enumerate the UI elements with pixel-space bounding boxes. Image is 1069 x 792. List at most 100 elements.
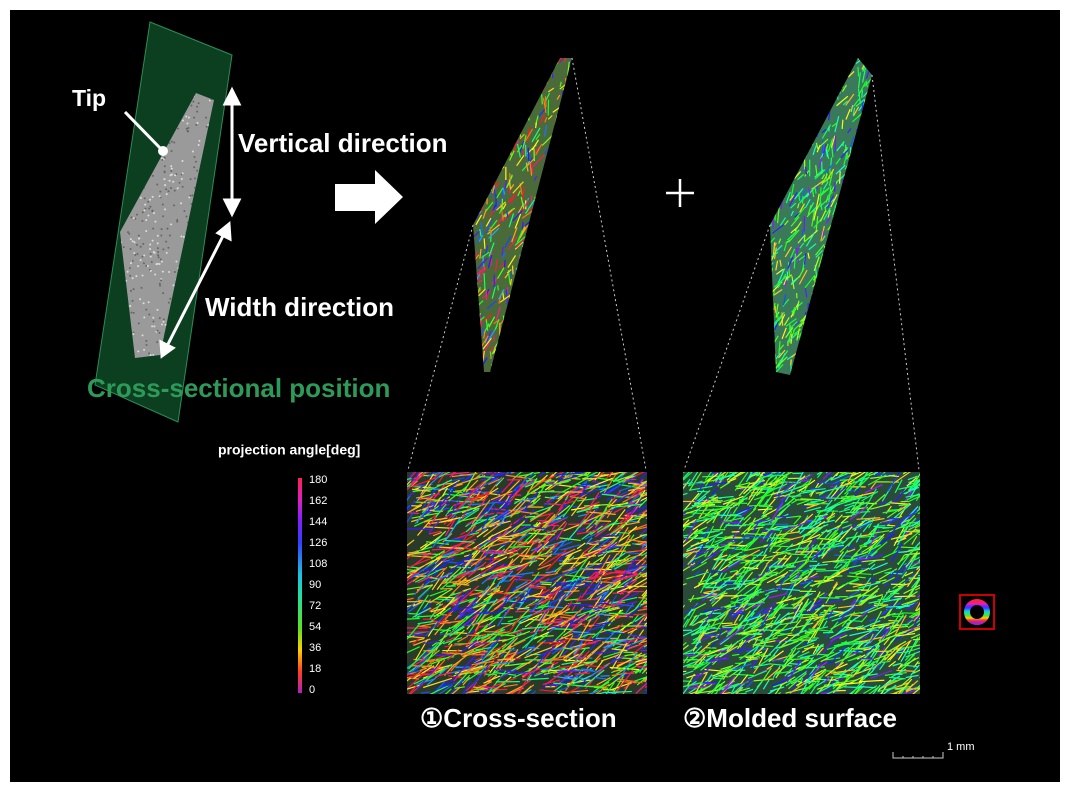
- speckle: [131, 240, 134, 243]
- fiber: [543, 539, 567, 548]
- fiber: [906, 477, 918, 487]
- fiber: [477, 279, 483, 284]
- fiber: [515, 578, 546, 583]
- fiber: [606, 492, 619, 502]
- fiber: [512, 181, 524, 194]
- fiber: [605, 690, 632, 694]
- fiber: [422, 677, 453, 689]
- fiber: [892, 472, 911, 485]
- fiber: [861, 67, 867, 83]
- fiber: [483, 273, 486, 290]
- fiber: [505, 578, 516, 592]
- fiber: [809, 202, 815, 210]
- fiber: [524, 515, 536, 518]
- fiber: [509, 545, 532, 548]
- fiber: [867, 659, 879, 669]
- fiber: [451, 472, 478, 478]
- fiber: [827, 521, 844, 540]
- fiber: [898, 551, 908, 553]
- fiber: [474, 549, 487, 566]
- speckle: [149, 252, 152, 255]
- fiber: [640, 640, 647, 644]
- fiber: [891, 543, 903, 562]
- fiber: [778, 640, 799, 649]
- fiber: [488, 533, 502, 546]
- fiber: [894, 483, 909, 503]
- fiber: [731, 599, 749, 616]
- fiber: [622, 487, 646, 498]
- fiber: [521, 635, 538, 649]
- speckle: [183, 210, 186, 213]
- fiber: [746, 487, 761, 506]
- speckle: [152, 227, 155, 230]
- fiber: [630, 642, 647, 657]
- fiber: [739, 674, 749, 686]
- fiber: [449, 472, 457, 478]
- fiber: [632, 564, 646, 574]
- speckle: [139, 196, 142, 199]
- fiber: [544, 479, 559, 491]
- fiber: [819, 210, 827, 222]
- speckle: [168, 234, 171, 237]
- fiber: [471, 572, 492, 582]
- fiber: [609, 666, 640, 671]
- speckle: [151, 325, 154, 328]
- fiber: [689, 614, 697, 626]
- fiber: [831, 535, 841, 546]
- fiber: [508, 614, 522, 634]
- fiber: [483, 314, 492, 322]
- fiber: [860, 603, 882, 615]
- fiber: [480, 492, 490, 507]
- fiber: [795, 601, 809, 623]
- speckle: [162, 320, 165, 323]
- fiber: [527, 157, 535, 166]
- fiber: [832, 474, 853, 485]
- speckle: [136, 252, 139, 255]
- fiber: [830, 618, 851, 630]
- fiber: [568, 613, 590, 635]
- speckle: [145, 264, 148, 267]
- fiber: [780, 201, 783, 210]
- fiber: [449, 626, 465, 637]
- fiber: [891, 545, 899, 555]
- fiber: [790, 619, 802, 632]
- fiber: [498, 515, 507, 527]
- fiber: [683, 528, 699, 544]
- fiber: [579, 591, 602, 595]
- fiber: [708, 622, 721, 628]
- fiber: [509, 552, 519, 559]
- fiber: [414, 506, 430, 525]
- fiber: [835, 472, 840, 477]
- fiber: [407, 677, 419, 680]
- fiber: [492, 671, 516, 676]
- fiber: [785, 543, 794, 551]
- fiber: [575, 685, 605, 688]
- fiber: [616, 535, 631, 556]
- plus-sign: [666, 179, 694, 207]
- fiber: [612, 612, 624, 615]
- fiber: [494, 259, 498, 272]
- fiber: [584, 669, 605, 687]
- fiber: [777, 207, 780, 224]
- fiber: [620, 555, 638, 581]
- fiber: [510, 497, 529, 518]
- fiber: [595, 691, 607, 694]
- fiber: [788, 321, 798, 330]
- fiber: [516, 154, 525, 167]
- speckle: [162, 248, 165, 251]
- fiber: [711, 487, 719, 495]
- speckle: [170, 140, 173, 143]
- fiber: [424, 517, 448, 523]
- fiber: [897, 663, 903, 670]
- fiber: [563, 674, 581, 681]
- fiber: [599, 535, 622, 537]
- speckle: [160, 157, 163, 160]
- fiber: [580, 483, 602, 486]
- fiber: [710, 590, 727, 601]
- speckle: [128, 232, 131, 235]
- fiber: [736, 639, 744, 650]
- fiber: [896, 639, 912, 651]
- fiber: [506, 269, 512, 274]
- fiber: [501, 486, 520, 509]
- fiber: [819, 611, 841, 616]
